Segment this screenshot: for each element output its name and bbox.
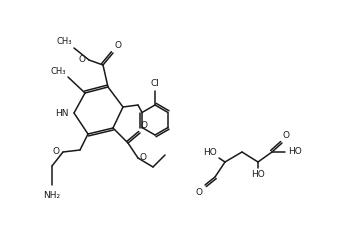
Text: O: O bbox=[140, 153, 147, 163]
Text: CH₃: CH₃ bbox=[51, 67, 66, 76]
Text: O: O bbox=[283, 131, 290, 140]
Text: CH₃: CH₃ bbox=[57, 37, 72, 46]
Text: O: O bbox=[79, 55, 86, 64]
Text: O: O bbox=[141, 121, 148, 130]
Text: HN: HN bbox=[56, 109, 69, 118]
Text: HO: HO bbox=[203, 148, 217, 157]
Text: HO: HO bbox=[288, 148, 302, 156]
Text: HO: HO bbox=[251, 170, 265, 179]
Text: Cl: Cl bbox=[151, 79, 159, 88]
Text: NH₂: NH₂ bbox=[43, 191, 61, 200]
Text: O: O bbox=[53, 148, 60, 156]
Text: O: O bbox=[115, 41, 122, 50]
Text: O: O bbox=[196, 188, 203, 197]
